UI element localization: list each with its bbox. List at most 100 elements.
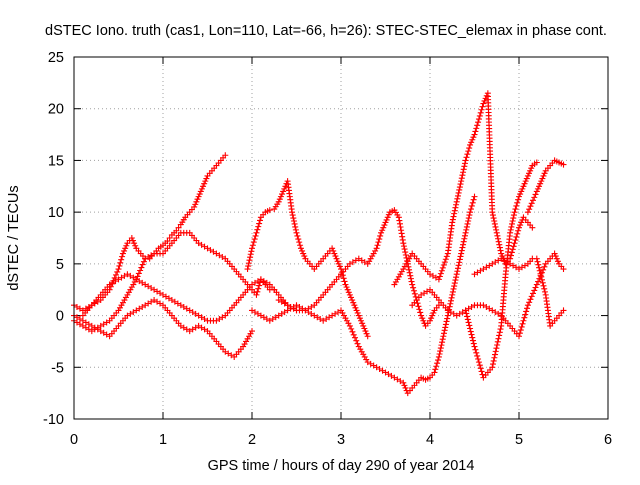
data-point [438, 267, 445, 274]
data-point [175, 224, 182, 231]
data-point [128, 235, 135, 241]
data-point [513, 233, 520, 240]
data-point [529, 197, 536, 204]
data-point [402, 384, 409, 391]
data-point [349, 328, 356, 335]
data-point [358, 317, 365, 324]
data-point [465, 215, 472, 222]
data-point [464, 316, 471, 323]
x-tick-label: 4 [426, 432, 434, 448]
data-point [435, 276, 442, 283]
data-point [496, 241, 503, 248]
data-point [450, 213, 457, 220]
data-point [463, 310, 470, 317]
data-point [462, 307, 469, 314]
data-point [492, 351, 499, 358]
data-point [297, 245, 304, 252]
data-point [250, 239, 257, 246]
data-point [340, 275, 347, 282]
data-point [374, 242, 381, 249]
data-point [471, 343, 478, 350]
data-point [453, 274, 460, 281]
data-point [194, 196, 201, 203]
data-point [489, 364, 496, 371]
data-point [247, 254, 254, 261]
data-point [489, 361, 496, 368]
data-point [191, 203, 198, 210]
data-point [384, 214, 391, 221]
data-point [408, 278, 415, 285]
data-point [560, 266, 567, 273]
data-point [346, 291, 353, 298]
data-point [518, 323, 525, 330]
data-point [383, 216, 390, 223]
y-tick-label: 0 [56, 309, 64, 325]
data-point [193, 198, 200, 205]
series-arc-4 [79, 271, 300, 324]
data-point [139, 261, 146, 268]
data-point [351, 334, 358, 341]
data-point [524, 209, 531, 216]
data-point [480, 100, 487, 107]
data-point [436, 273, 443, 280]
data-point [509, 246, 516, 253]
data-point [443, 318, 450, 325]
data-point [477, 365, 484, 372]
data-point [430, 309, 437, 316]
data-point [361, 325, 368, 332]
data-point [512, 237, 519, 244]
data-point [481, 97, 488, 104]
data-point [448, 294, 455, 301]
data-point [342, 281, 349, 288]
x-tick-label: 1 [159, 432, 167, 448]
data-point [329, 245, 336, 252]
data-point [510, 215, 517, 222]
data-point [517, 191, 524, 198]
data-point [440, 262, 447, 269]
data-point [467, 141, 474, 148]
data-point [466, 322, 473, 329]
data-point [453, 271, 460, 278]
data-point [456, 186, 463, 193]
data-point [454, 192, 461, 199]
data-point [376, 236, 383, 243]
data-point [469, 199, 476, 206]
data-point [257, 217, 264, 224]
data-point [527, 167, 534, 174]
data-point [540, 282, 547, 289]
data-point [245, 260, 252, 267]
data-point [438, 342, 445, 349]
data-point [401, 382, 408, 389]
data-point [491, 218, 498, 225]
data-point [458, 247, 465, 254]
data-point [281, 185, 288, 192]
data-point [419, 315, 426, 322]
data-point [468, 202, 475, 209]
data-point [401, 246, 408, 253]
data-point [531, 194, 538, 201]
series-arc-11 [471, 255, 567, 329]
data-point [192, 201, 199, 208]
data-point [460, 166, 467, 173]
data-point [518, 188, 525, 195]
data-point [490, 215, 497, 222]
data-point [409, 281, 416, 288]
data-point [266, 207, 273, 214]
data-point [354, 309, 361, 316]
data-point [119, 253, 126, 260]
data-point [476, 112, 483, 119]
data-point [433, 363, 440, 370]
data-point [507, 229, 514, 236]
data-point [493, 226, 500, 233]
data-point [353, 307, 360, 314]
data-point [533, 159, 540, 166]
data-point [508, 223, 515, 230]
data-point [131, 240, 138, 247]
data-point [560, 161, 567, 168]
data-point [355, 312, 362, 319]
data-point [466, 145, 473, 152]
data-point [450, 285, 457, 292]
data-point [280, 188, 287, 195]
data-point [478, 368, 485, 375]
data-point [468, 331, 475, 338]
